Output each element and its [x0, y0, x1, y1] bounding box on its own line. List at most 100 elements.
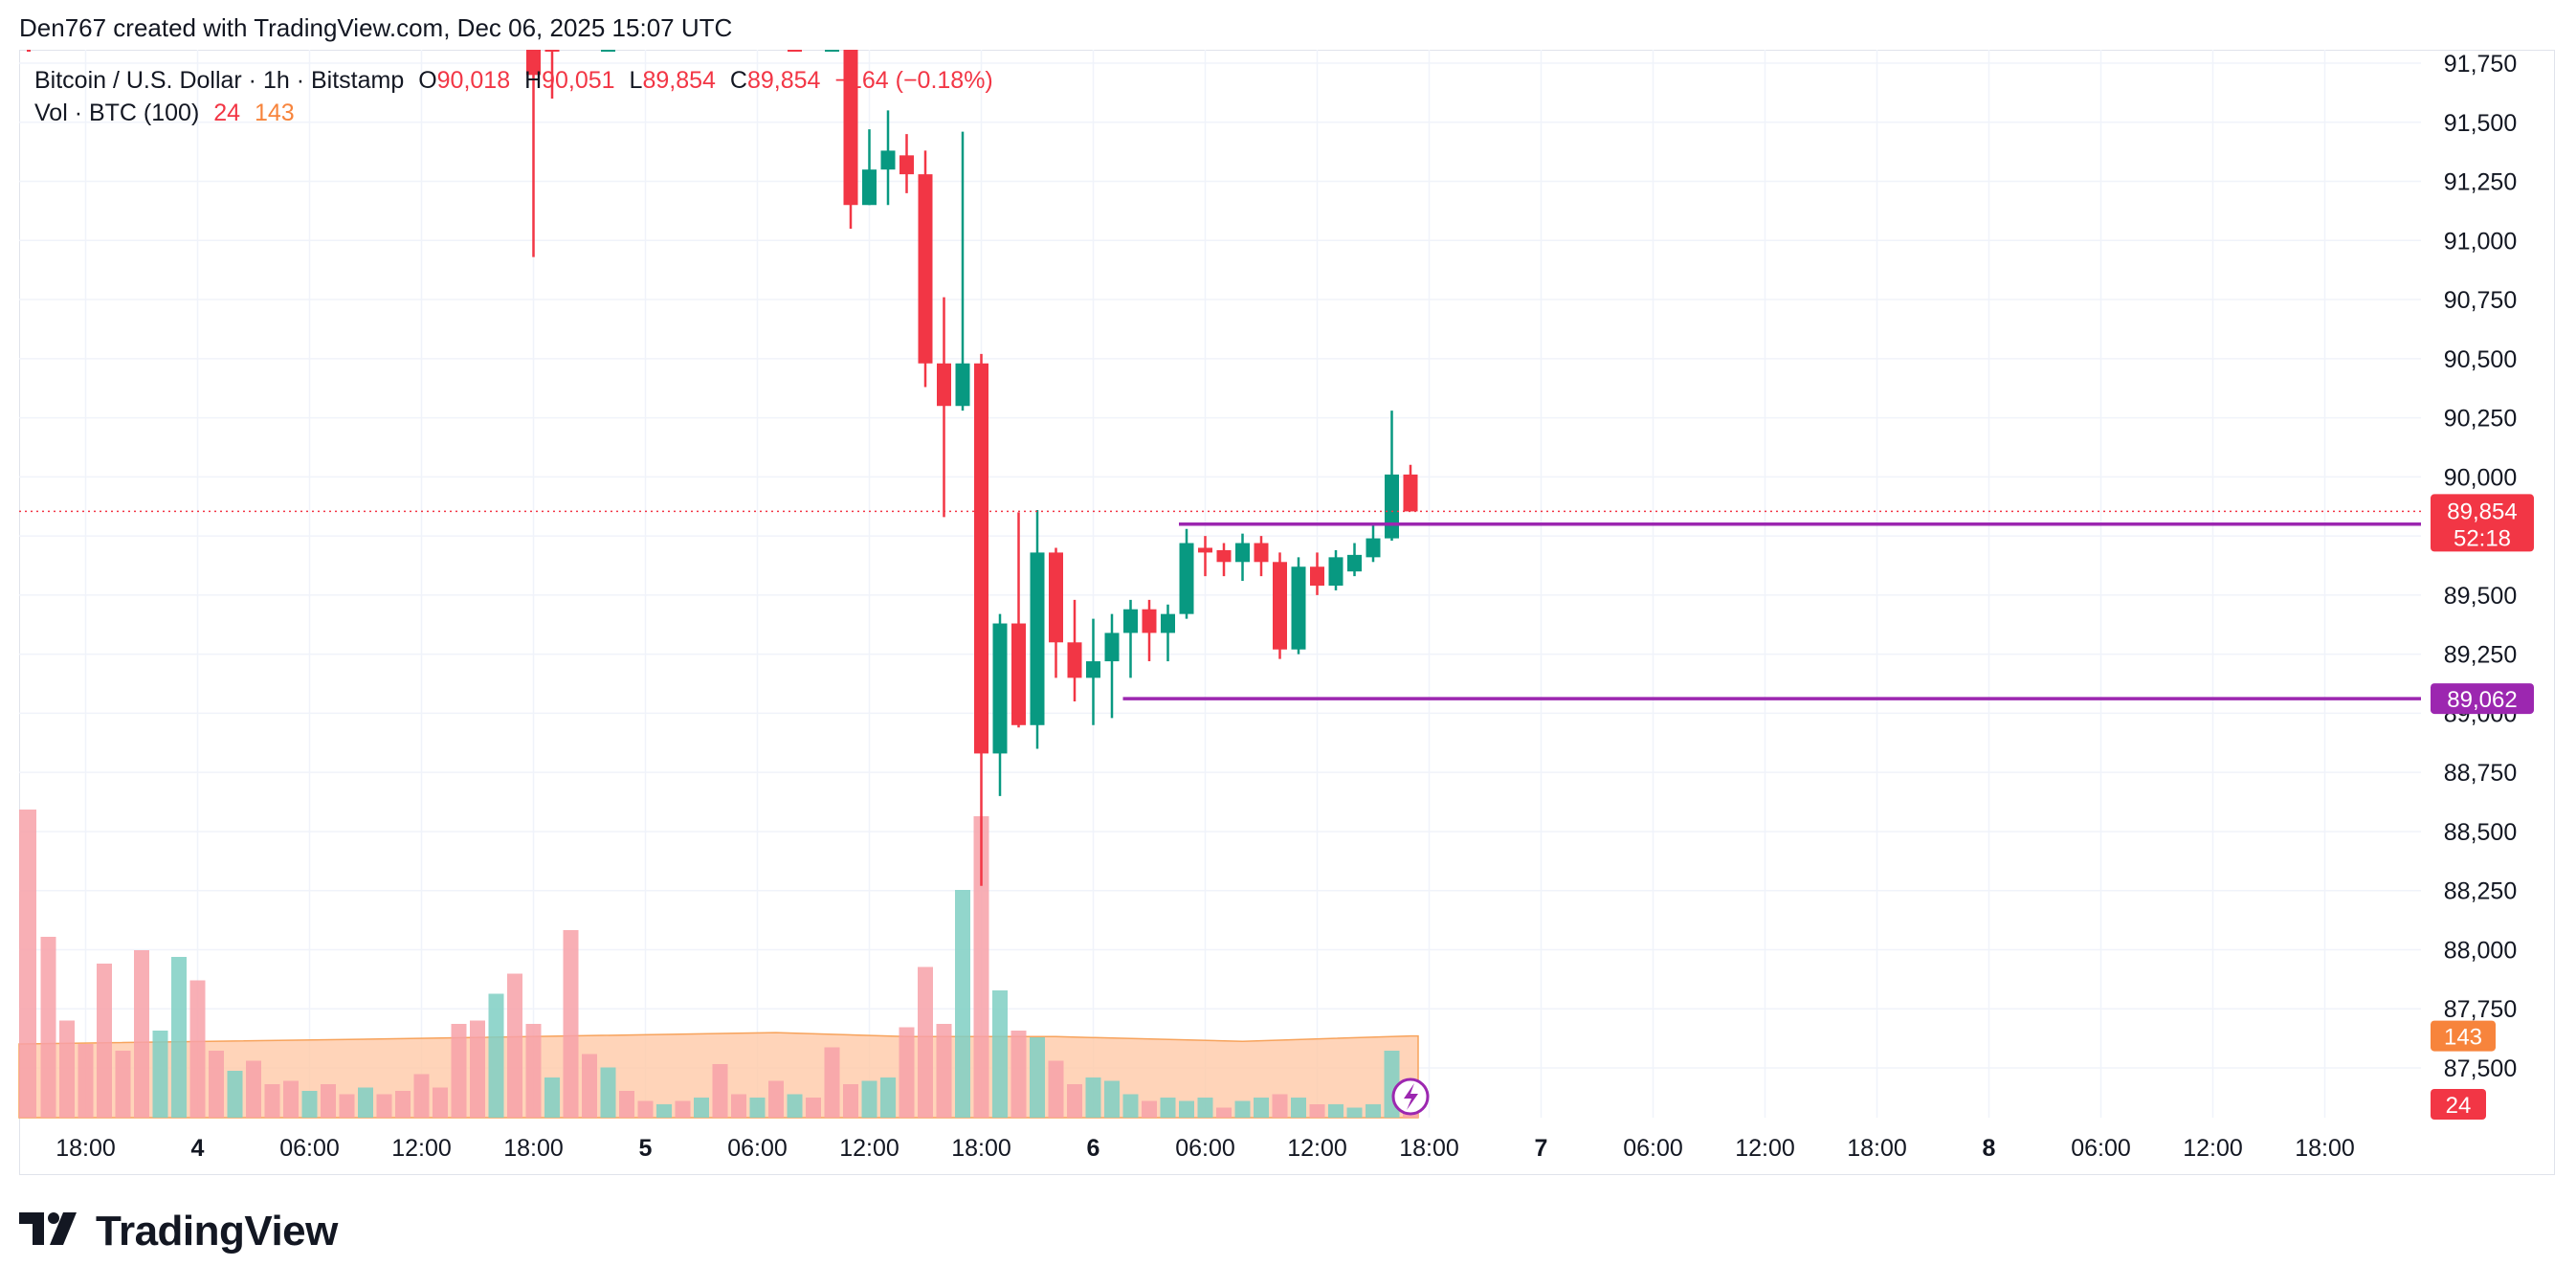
legend-close-value: 89,854 — [746, 67, 821, 94]
price-axis: 91,750 91,500 91,250 91,000 90,750 90,500 90,2… — [2444, 51, 2517, 1082]
volume-bar — [59, 1020, 75, 1118]
candle-body — [1067, 642, 1082, 678]
candle-body — [974, 363, 988, 754]
price-tick-label: 91,750 — [2444, 51, 2517, 78]
legend-symbol[interactable]: Bitcoin / U.S. Dollar · 1h · Bitstamp — [34, 67, 405, 94]
brand-name: TradingView — [96, 1208, 338, 1255]
time-tick-label: 18:00 — [1399, 1135, 1459, 1162]
volume-bar — [115, 1051, 131, 1118]
candle-body — [918, 174, 933, 364]
volume-bar — [19, 810, 36, 1118]
time-tick-label: 12:00 — [1287, 1135, 1347, 1162]
volume-bar — [544, 1077, 560, 1118]
volume-bar — [339, 1094, 355, 1118]
legend-high-label: H — [524, 67, 543, 94]
tradingview-logo[interactable]: TradingView — [19, 1208, 338, 1255]
volume-last-badge — [2431, 1089, 2486, 1120]
candle-body — [526, 50, 541, 76]
volume-bar — [488, 993, 504, 1118]
volume-pane — [18, 810, 1419, 1119]
price-tick-label: 88,250 — [2444, 878, 2517, 905]
volume-bar — [283, 1080, 299, 1118]
volume-bar — [134, 950, 149, 1118]
volume-bar — [563, 930, 579, 1118]
volume-bar — [731, 1094, 746, 1118]
volume-bar — [880, 1077, 896, 1118]
last-price-badge — [2431, 494, 2534, 552]
price-tick-label: 91,250 — [2444, 169, 2517, 196]
candle-body — [955, 363, 970, 407]
time-tick-label: 6 — [1087, 1135, 1100, 1162]
volume-bar — [301, 1091, 318, 1118]
volume-bar — [1234, 1100, 1251, 1118]
horizontal-line-badge — [2431, 683, 2534, 715]
volume-bar — [1160, 1098, 1176, 1118]
time-tick-label: 06:00 — [1175, 1135, 1235, 1162]
time-tick-label: 12:00 — [1735, 1135, 1795, 1162]
volume-bar — [843, 1084, 858, 1118]
volume-bar — [1366, 1104, 1381, 1118]
candle-body — [1030, 552, 1045, 725]
time-tick-label: 7 — [1535, 1135, 1548, 1162]
volume-bar — [936, 1024, 952, 1118]
candle-body — [1161, 613, 1175, 633]
volume-bar — [1067, 1084, 1082, 1118]
price-tick-label: 88,500 — [2444, 819, 2517, 846]
volume-bar — [1179, 1100, 1194, 1118]
horizontal-line-label: 89,062 — [2447, 687, 2517, 713]
time-tick-label: 18:00 — [2295, 1135, 2355, 1162]
volume-bar — [600, 1067, 616, 1118]
volume-bar — [321, 1084, 336, 1118]
volume-bar — [973, 816, 989, 1118]
legend-low-label: L — [629, 67, 643, 94]
volume-bar — [712, 1064, 728, 1118]
candle-body — [544, 50, 560, 52]
candle-series — [27, 50, 1418, 886]
volume-bar — [525, 1024, 542, 1118]
volume-bar — [1104, 1080, 1120, 1118]
volume-bar — [749, 1098, 766, 1118]
candle-body — [1216, 549, 1232, 563]
candle-body — [1011, 623, 1026, 725]
candle-body — [1403, 474, 1418, 512]
volume-legend: Vol · BTC (100) 24 143 — [34, 100, 302, 127]
time-tick-label: 5 — [639, 1135, 653, 1162]
volume-bar — [637, 1100, 654, 1118]
legend-low-value: 89,854 — [642, 67, 716, 94]
candle-body — [788, 50, 802, 52]
volume-bar — [899, 1027, 915, 1118]
countdown-label: 52:18 — [2454, 525, 2511, 551]
candle-body — [1198, 547, 1212, 553]
price-tick-label: 87,750 — [2444, 996, 2517, 1023]
legend-open-value: 90,018 — [436, 67, 511, 94]
volume-legend-value: 24 — [213, 100, 241, 126]
volume-bar — [1346, 1107, 1363, 1118]
chart-frame[interactable] — [19, 50, 2555, 1175]
volume-bar — [40, 937, 56, 1118]
volume-bar — [1254, 1098, 1269, 1118]
candle-body — [1273, 562, 1287, 650]
candle-body — [1086, 661, 1100, 678]
candle-body — [825, 50, 839, 52]
volume-legend-label[interactable]: Vol · BTC (100) — [34, 100, 200, 126]
candle-body — [1049, 552, 1063, 643]
volume-bar — [619, 1091, 634, 1118]
candle-body — [862, 169, 877, 206]
candle-body — [1366, 538, 1381, 558]
volume-bar — [246, 1060, 261, 1118]
volume-bar — [768, 1080, 784, 1118]
volume-bar — [1328, 1104, 1344, 1118]
volume-bar — [97, 964, 112, 1118]
tradingview-logo-icon — [19, 1208, 86, 1255]
time-tick-label: 06:00 — [1623, 1135, 1683, 1162]
candle-body — [843, 50, 858, 206]
price-tick-label: 87,500 — [2444, 1055, 2517, 1082]
volume-bar — [787, 1094, 803, 1118]
price-tick-label: 88,000 — [2444, 937, 2517, 964]
price-tick-label: 90,500 — [2444, 346, 2517, 373]
legend-open-label: O — [418, 67, 437, 94]
attribution-text: Den767 created with TradingView.com, Dec… — [19, 13, 733, 42]
candle-body — [1328, 557, 1344, 586]
